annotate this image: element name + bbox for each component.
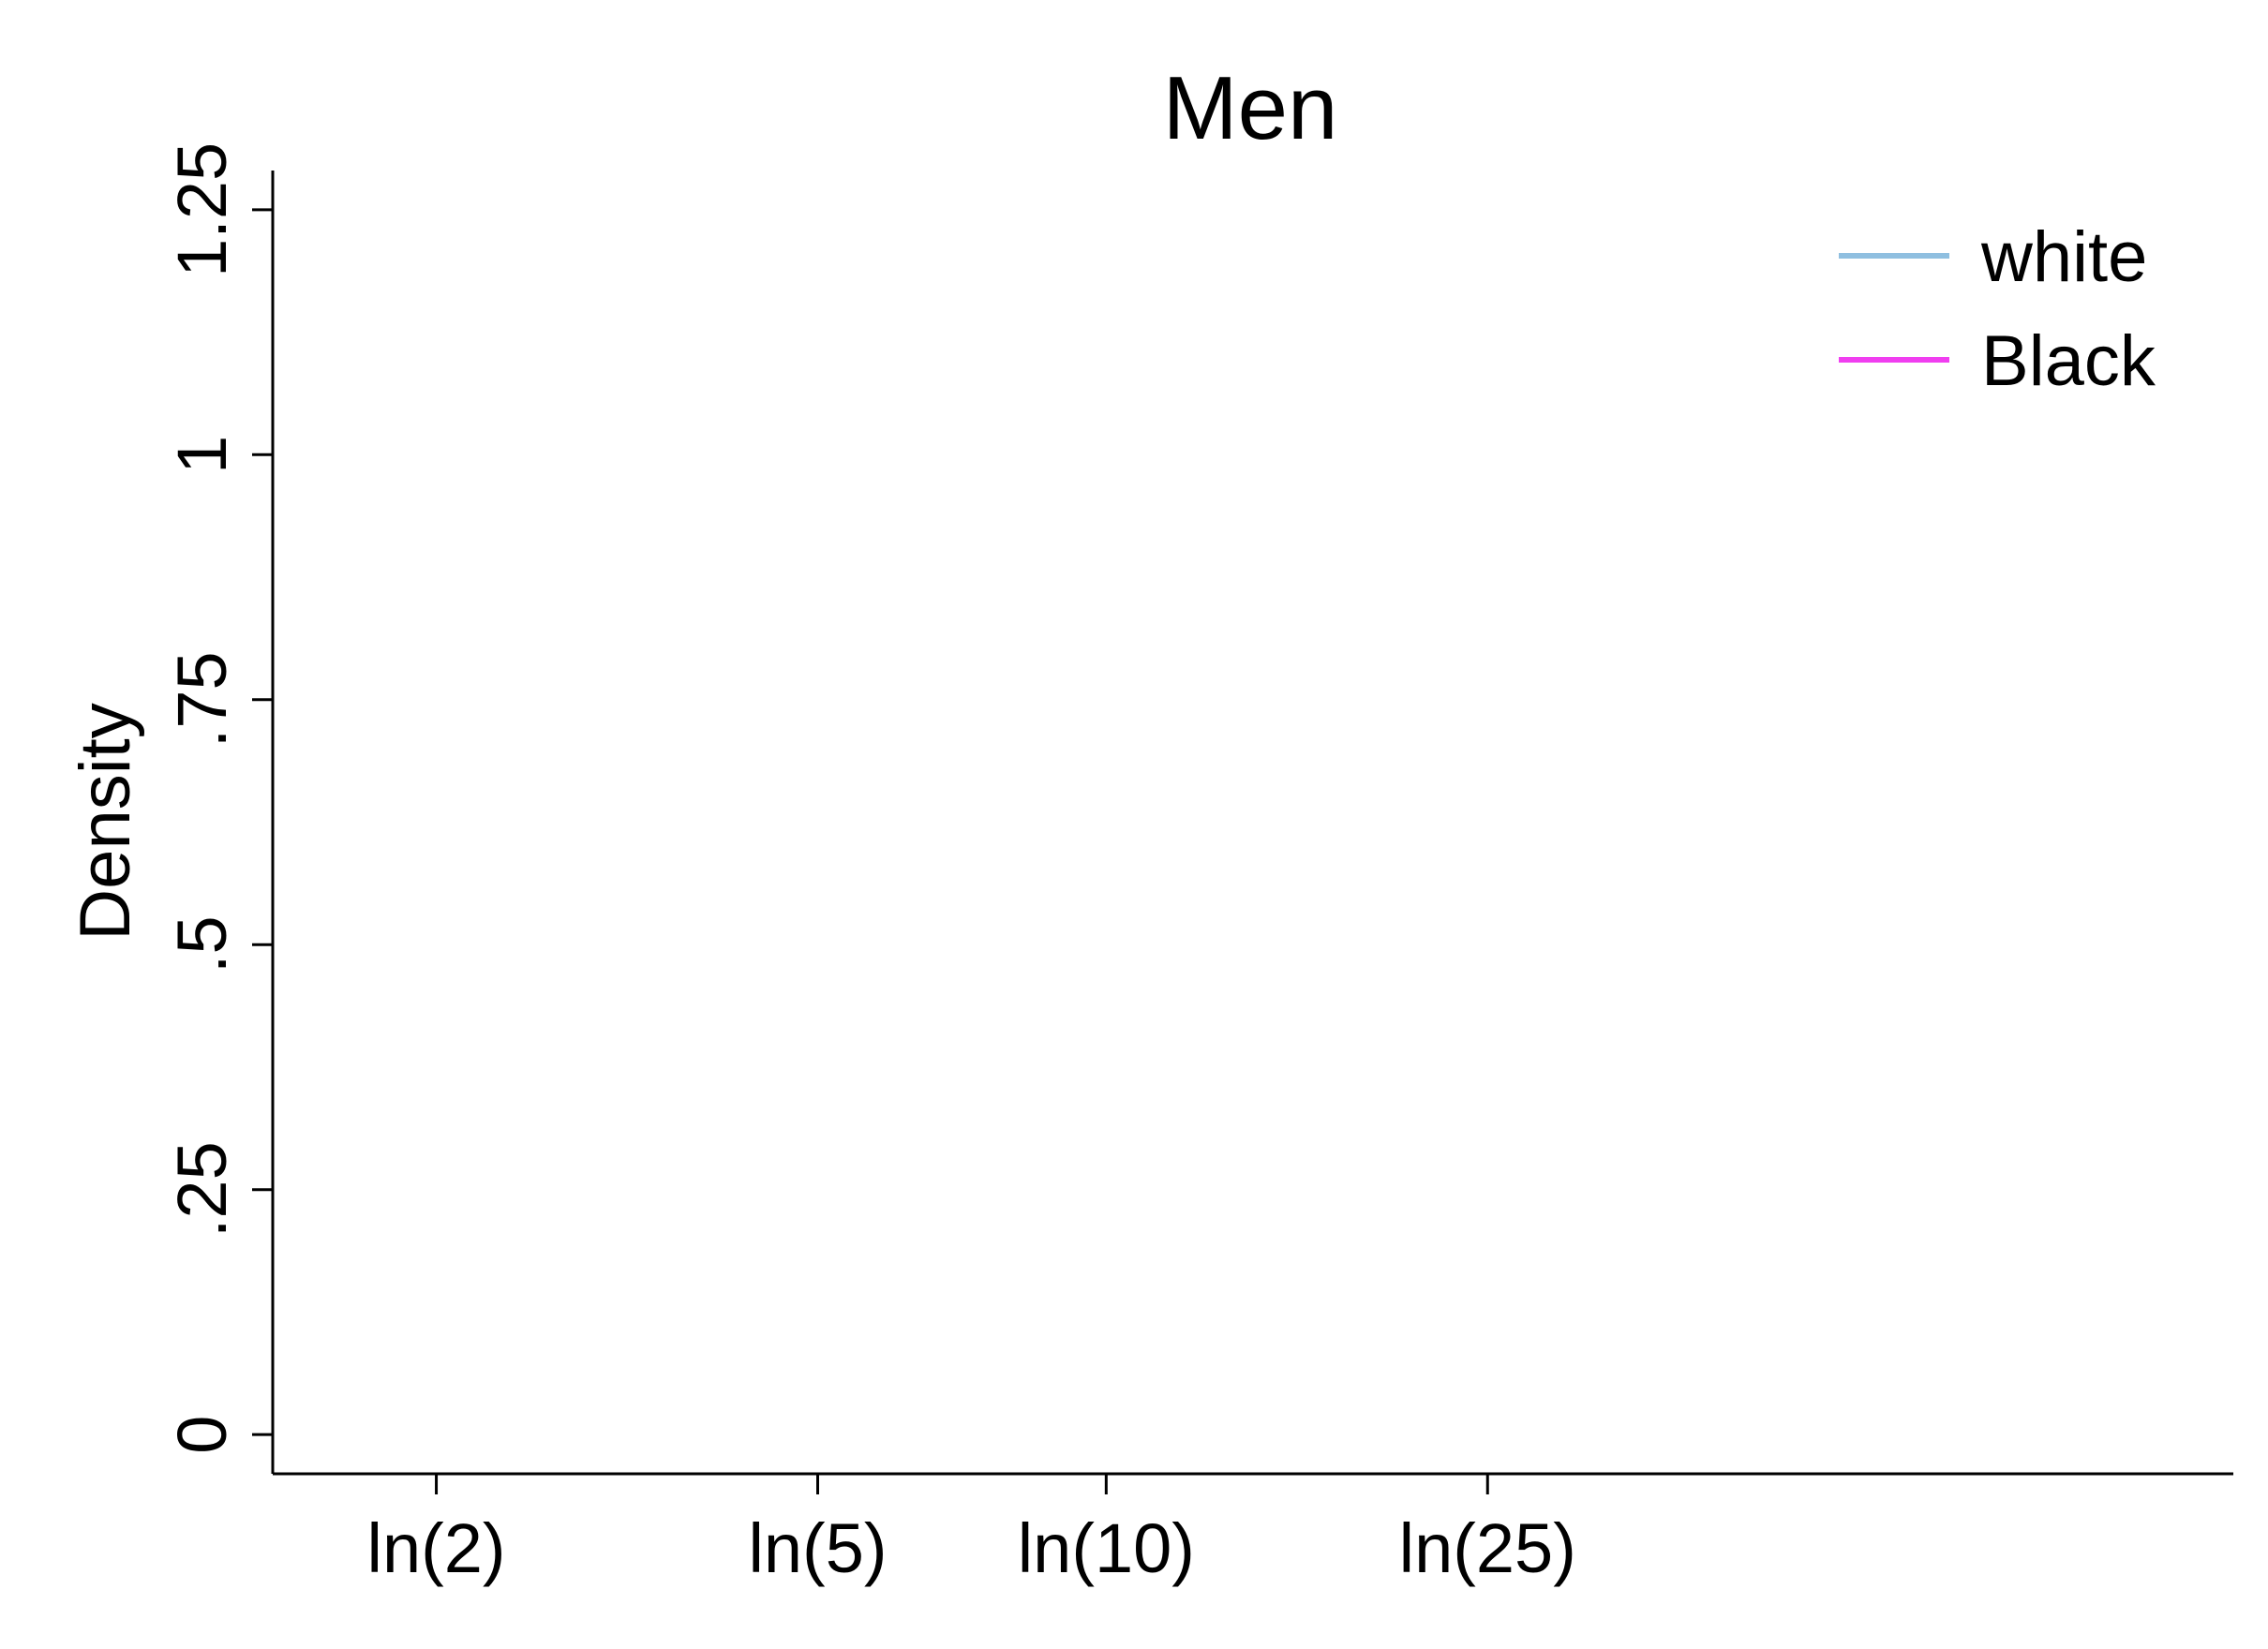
y-axis: 0 .25 .5 .75 1 1.25 — [163, 142, 275, 1474]
y-axis-title: Density — [66, 703, 145, 940]
y-tick-label: 1.25 — [163, 142, 241, 277]
chart-title: Men — [1163, 58, 1338, 158]
x-tick-label: ln(25) — [1399, 1509, 1576, 1587]
x-tick-label: ln(10) — [1018, 1509, 1195, 1587]
x-tick-label: ln(5) — [748, 1509, 887, 1587]
legend-label: white — [1980, 217, 2147, 297]
x-axis: ln(2) ln(5) ln(10) ln(25) — [273, 1472, 2233, 1587]
y-tick-label: .5 — [163, 915, 241, 973]
legend-label: Black — [1981, 321, 2156, 401]
x-tick-label: ln(2) — [367, 1509, 506, 1587]
legend: white Black — [1839, 217, 2156, 401]
y-tick-label: .25 — [163, 1141, 241, 1238]
y-tick-label: 0 — [163, 1416, 241, 1454]
y-tick-label: .75 — [163, 651, 241, 748]
y-tick-label: 1 — [163, 436, 241, 474]
